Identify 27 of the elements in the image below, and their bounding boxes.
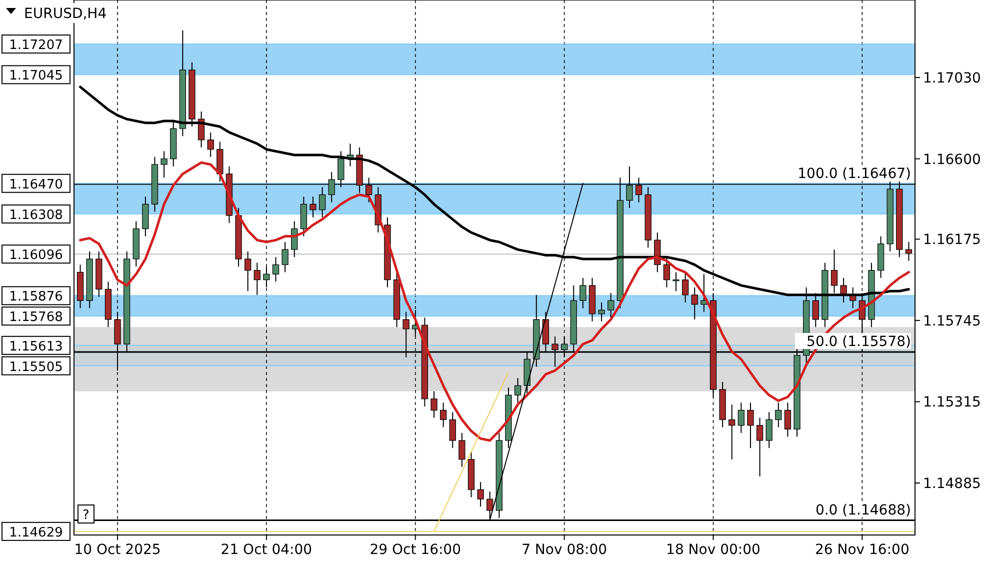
ref-line-label: 1.17207 (9, 38, 63, 54)
chart-title: EURUSD,H4 (24, 6, 107, 22)
ref-line-label: 100.0 (1.16467) (798, 166, 911, 182)
x-tick-label: 10 Oct 2025 (74, 542, 161, 558)
ref-line-label: 1.15768 (9, 310, 63, 326)
x-tick-label: 26 Nov 16:00 (814, 542, 910, 558)
y-tick-label: 1.15315 (923, 394, 981, 411)
y-tick-label: 1.16600 (923, 152, 981, 168)
x-tick-label: 18 Nov 00:00 (666, 542, 760, 558)
y-tick-label: 1.16175 (923, 232, 981, 248)
y-tick-label: 1.15745 (923, 313, 981, 330)
x-tick-label: 21 Oct 04:00 (220, 542, 312, 558)
ref-line-label: 1.17045 (9, 68, 63, 84)
x-tick-label: 7 Nov 08:00 (522, 542, 608, 558)
ref-line-label: 0.0 (1.14688) (815, 502, 911, 518)
y-tick-label: 1.14885 (923, 476, 981, 492)
y-tick-label: 1.17030 (923, 70, 981, 87)
ref-line-label: 1.15505 (9, 360, 63, 375)
ref-line-label: 1.15876 (9, 290, 63, 305)
ref-line-label: 50.0 (1.15578) (806, 334, 911, 350)
ref-line-label: 1.16308 (9, 208, 63, 223)
ref-line-label: 1.14629 (9, 525, 63, 540)
x-tick-label: 29 Oct 16:00 (370, 542, 462, 558)
annotation: ? (82, 508, 90, 523)
ref-line-label: 1.15613 (9, 339, 63, 354)
ref-line-label: 1.16096 (9, 248, 63, 264)
ref-line-label: 1.16470 (9, 177, 63, 192)
